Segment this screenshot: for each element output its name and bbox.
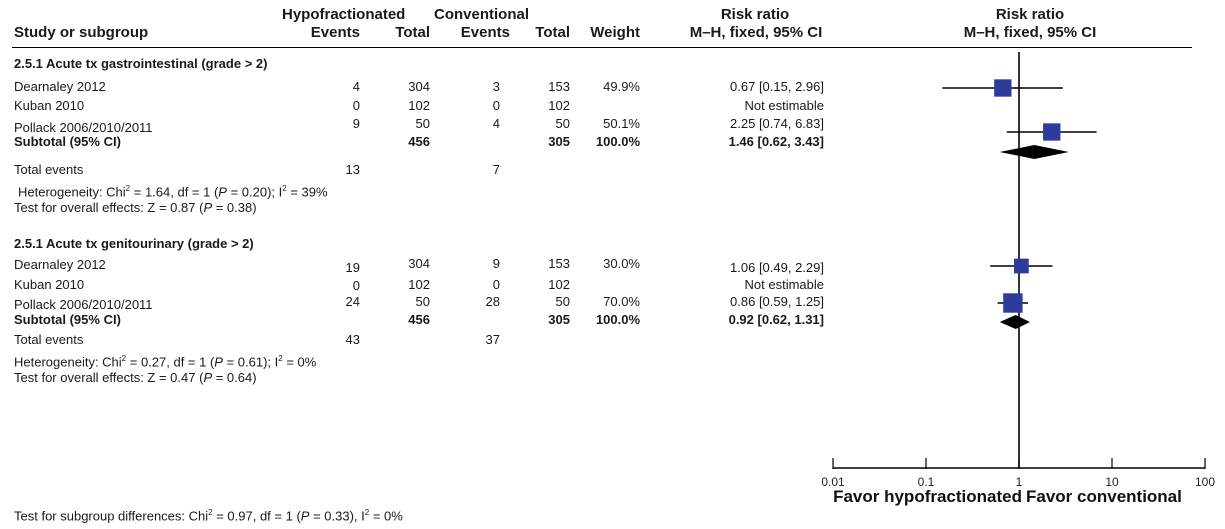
total2-cell: 102 <box>548 277 570 292</box>
subtotal-ci: 0.92 [0.62, 1.31] <box>728 312 824 327</box>
subtotal-label: Subtotal (95% CI) <box>14 134 121 149</box>
x-tick-label: 0.01 <box>821 475 845 489</box>
col-total1-header: Total <box>395 24 430 41</box>
events1-cell: 4 <box>352 79 360 94</box>
rr-column-title: Risk ratio <box>720 6 790 23</box>
subtotal-diamond <box>999 315 1030 329</box>
events2-cell: 4 <box>492 116 500 131</box>
section-title: 2.5.1 Acute tx gastrointestinal (grade >… <box>14 56 268 71</box>
total-events2: 37 <box>485 332 500 347</box>
x-tick-label: 0.1 <box>918 475 935 489</box>
study-point-square <box>994 79 1012 97</box>
group1-header: Hypofractionated <box>282 6 406 23</box>
ci-cell: 1.06 [0.49, 2.29] <box>730 260 824 275</box>
ci-cell: 2.25 [0.74, 6.83] <box>730 116 824 131</box>
section-title: 2.5.1 Acute tx genitourinary (grade > 2) <box>14 236 254 251</box>
study-point-square <box>1003 293 1023 313</box>
ci-cell: Not estimable <box>744 98 824 113</box>
heterogeneity-text: Heterogeneity: Chi2 = 0.27, df = 1 (P = … <box>14 354 317 370</box>
events1-cell: 0 <box>352 278 360 293</box>
col-total2-header: Total <box>535 24 570 41</box>
subtotal-weight: 100.0% <box>595 312 640 327</box>
subgroup-difference-text: Test for subgroup differences: Chi2 = 0.… <box>14 508 403 524</box>
weight-cell: 49.9% <box>603 79 640 94</box>
weight-cell: 50.1% <box>603 116 640 131</box>
events1-cell: 19 <box>345 260 360 275</box>
subtotal-total2: 305 <box>548 134 570 149</box>
ci-cell: 0.86 [0.59, 1.25] <box>730 294 824 309</box>
subtotal-total2: 305 <box>548 312 570 327</box>
favor-left-label: Favor hypofractionated <box>833 487 1022 506</box>
total1-cell: 102 <box>408 277 430 292</box>
col-study-header: Study or subgroup <box>14 24 149 41</box>
total1-cell: 304 <box>408 256 430 271</box>
study-name: Pollack 2006/2010/2011 <box>14 297 153 312</box>
total2-cell: 50 <box>555 294 570 309</box>
study-name: Dearnaley 2012 <box>14 79 106 94</box>
total-events1: 43 <box>345 332 360 347</box>
weight-cell: 30.0% <box>603 256 640 271</box>
total1-cell: 50 <box>415 116 430 131</box>
study-point-square <box>1013 258 1029 274</box>
total1-cell: 50 <box>415 294 430 309</box>
plot-subtitle: M–H, fixed, 95% CI <box>963 24 1097 41</box>
favor-right-label: Favor conventional <box>1026 487 1182 506</box>
study-name: Kuban 2010 <box>14 98 85 113</box>
events2-cell: 3 <box>492 79 500 94</box>
events2-cell: 9 <box>492 256 500 271</box>
subtotal-weight: 100.0% <box>595 134 640 149</box>
total-events-label: Total events <box>14 332 84 347</box>
group2-header: Conventional <box>434 6 530 23</box>
overall-effect-text: Test for overall effects: Z = 0.87 (P = … <box>14 200 257 215</box>
subtotal-diamond <box>999 145 1069 159</box>
heterogeneity-text: Heterogeneity: Chi2 = 1.64, df = 1 (P = … <box>18 184 328 200</box>
col-events2-header: Events <box>460 24 510 41</box>
study-point-square <box>1043 123 1061 141</box>
study-name: Dearnaley 2012 <box>14 257 106 272</box>
total-events2: 7 <box>492 162 500 177</box>
events2-cell: 0 <box>492 277 500 292</box>
total2-cell: 153 <box>548 79 570 94</box>
subtotal-total1: 456 <box>408 312 430 327</box>
ci-cell: 0.67 [0.15, 2.96] <box>730 79 824 94</box>
x-tick-label: 100 <box>1195 475 1215 489</box>
total2-cell: 153 <box>548 256 570 271</box>
events1-cell: 24 <box>345 294 360 309</box>
col-weight-header: Weight <box>590 24 640 41</box>
x-tick-label: 1 <box>1016 475 1023 489</box>
ci-cell: Not estimable <box>744 277 824 292</box>
study-name: Pollack 2006/2010/2011 <box>14 120 153 135</box>
total1-cell: 102 <box>408 98 430 113</box>
subtotal-total1: 456 <box>408 134 430 149</box>
total2-cell: 102 <box>548 98 570 113</box>
subtotal-label: Subtotal (95% CI) <box>14 312 121 327</box>
overall-effect-text: Test for overall effects: Z = 0.47 (P = … <box>14 370 257 385</box>
total-events1: 13 <box>345 162 360 177</box>
events1-cell: 0 <box>352 98 360 113</box>
col-events1-header: Events <box>310 24 360 41</box>
events2-cell: 28 <box>485 294 500 309</box>
weight-cell: 70.0% <box>603 294 640 309</box>
total2-cell: 50 <box>555 116 570 131</box>
events1-cell: 9 <box>352 116 360 131</box>
x-tick-label: 10 <box>1105 475 1119 489</box>
subtotal-ci: 1.46 [0.62, 3.43] <box>728 134 824 149</box>
plot-title: Risk ratio <box>995 6 1065 23</box>
col-rr-header: M–H, fixed, 95% CI <box>689 24 823 41</box>
events2-cell: 0 <box>492 98 500 113</box>
header-rule <box>12 47 1192 48</box>
study-name: Kuban 2010 <box>14 277 85 292</box>
total1-cell: 304 <box>408 79 430 94</box>
total-events-label: Total events <box>14 162 84 177</box>
